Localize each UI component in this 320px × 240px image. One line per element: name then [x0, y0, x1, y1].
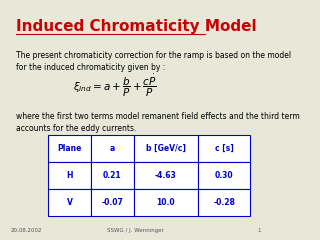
FancyBboxPatch shape: [91, 135, 134, 162]
FancyBboxPatch shape: [48, 162, 91, 189]
Text: -0.07: -0.07: [101, 198, 123, 207]
FancyBboxPatch shape: [134, 162, 198, 189]
Text: c [s]: c [s]: [215, 144, 234, 153]
FancyBboxPatch shape: [134, 189, 198, 216]
FancyBboxPatch shape: [134, 135, 198, 162]
FancyBboxPatch shape: [91, 189, 134, 216]
Text: SSWG / J. Wenninger: SSWG / J. Wenninger: [108, 228, 164, 233]
Text: $\xi_{ind} = a + \dfrac{b}{P} + \dfrac{c\dot{P}}{P}$: $\xi_{ind} = a + \dfrac{b}{P} + \dfrac{c…: [73, 73, 156, 99]
FancyBboxPatch shape: [198, 189, 251, 216]
Text: b [GeV/c]: b [GeV/c]: [146, 144, 186, 153]
Text: where the first two terms model remanent field effects and the third term
accoun: where the first two terms model remanent…: [16, 112, 300, 133]
Text: 0.21: 0.21: [103, 171, 122, 180]
Text: -0.28: -0.28: [213, 198, 235, 207]
FancyBboxPatch shape: [48, 189, 91, 216]
Text: V: V: [67, 198, 72, 207]
Text: 20.08.2002: 20.08.2002: [11, 228, 42, 233]
FancyBboxPatch shape: [48, 135, 91, 162]
Text: Induced Chromaticity Model: Induced Chromaticity Model: [16, 19, 257, 34]
FancyBboxPatch shape: [91, 162, 134, 189]
Text: -4.63: -4.63: [155, 171, 177, 180]
FancyBboxPatch shape: [198, 162, 251, 189]
Text: 0.30: 0.30: [215, 171, 234, 180]
FancyBboxPatch shape: [198, 135, 251, 162]
Text: Plane: Plane: [57, 144, 82, 153]
Text: a: a: [110, 144, 115, 153]
Text: 10.0: 10.0: [156, 198, 175, 207]
Text: The present chromaticity correction for the ramp is based on the model
for the i: The present chromaticity correction for …: [16, 51, 291, 72]
Text: 1: 1: [258, 228, 261, 233]
Text: H: H: [66, 171, 73, 180]
